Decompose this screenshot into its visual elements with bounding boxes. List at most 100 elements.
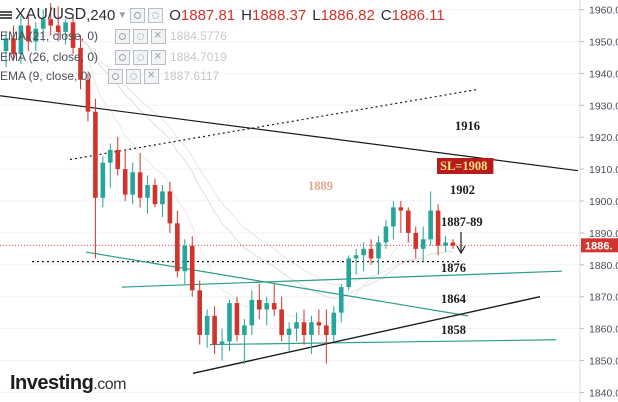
y-tick-label: 1900.00 [589,196,618,208]
candle-body [316,322,322,326]
chevron-down-icon[interactable]: ▼ [117,9,128,21]
indicator-ema-9[interactable]: EMA (9, close, 0) 1887.6117 [0,67,219,85]
candle-body [189,245,195,291]
gear-icon[interactable] [133,28,149,44]
indicator-value: 1884.7019 [170,50,227,64]
logo-suffix: .com [93,376,126,393]
level-annotation: 1876 [441,261,466,275]
symbol-label[interactable]: XAU/USD [15,6,87,23]
candle-body [301,322,307,335]
candle-body [63,22,68,32]
price-axis: 1840.00 1850.00 1860.00 1870.00 1880.00 1890.… [579,0,618,402]
y-tick-label: 1910.00 [589,164,618,176]
candle-body [391,207,396,227]
candle-body [11,38,16,55]
candle-body [257,299,262,310]
candle-body [26,25,31,42]
gear-icon[interactable] [126,68,142,84]
candle-body [331,312,337,335]
candle-body [137,172,143,198]
candle-body [428,210,433,240]
candle-body [197,290,202,335]
y-tick-label: 1860.00 [589,324,618,336]
menu-icon[interactable] [0,11,12,19]
indicator-value: 1884.5776 [170,29,227,43]
open-label: O [169,6,181,24]
y-tick-label: 1870.00 [589,292,618,304]
y-tick-label: 1950.00 [589,36,618,48]
candle-body [48,19,53,26]
candle-body [204,315,210,335]
close-icon[interactable] [144,67,160,84]
candle-body [324,325,329,335]
gear-icon[interactable] [148,7,164,23]
indicator-value: 1887.6117 [163,69,220,83]
indicator-ema-21[interactable]: EMA (21, close, 0) 1884.5776 [0,27,227,45]
interval-label[interactable]: 240 [90,6,116,24]
candle-body [70,22,76,48]
candle-body [145,185,150,198]
candle-body [160,191,165,205]
grid-lines [0,9,580,393]
y-tick-label: 1960.00 [589,5,618,17]
indicator-label: EMA (21, close, 0) [0,29,99,43]
support-1858-line [209,339,557,346]
candle-body [368,248,374,259]
candle-body [443,242,448,246]
candle-body [55,25,61,32]
y-tick-label: 1930.00 [589,100,618,112]
candle-body [413,232,419,249]
candle-body [167,191,173,224]
y-tick-label: 1890.00 [589,228,618,240]
y-tick-label: 1850.00 [589,356,618,368]
eye-icon[interactable] [130,7,146,23]
close-label: C [380,6,392,24]
candle-body [361,248,366,256]
candle-body [249,299,255,326]
candle-body [286,328,292,335]
indicator-label: EMA (9, close, 0) [0,69,92,83]
y-tick-label: 1880.00 [589,260,618,272]
candle-body [264,303,270,310]
close-icon[interactable] [151,27,167,44]
low-label: L [312,6,321,24]
close-value: 1886.11 [391,6,445,24]
eye-icon[interactable] [115,49,131,65]
high-value: 1888.37 [251,6,307,24]
gear-icon[interactable] [133,49,149,65]
support-1876-line [121,270,563,288]
candle-body [122,169,128,195]
level-annotation: SL=1908 [440,159,487,173]
candle-body [398,207,404,211]
last-price-tag [581,238,618,253]
candle-body [271,303,277,310]
y-tick-label: 1920.00 [589,132,618,144]
separator: , [86,6,91,24]
candle-body [406,210,411,233]
y-tick-label: 1840.00 [589,387,618,399]
candle-body [309,322,314,335]
investing-logo: Investing.com [10,372,126,395]
high-label: H [241,6,252,24]
candle-body [450,242,456,246]
candle-body [100,162,106,198]
level-annotation: 1887-89 [441,215,483,229]
close-icon[interactable] [151,48,167,65]
arrow-down-head-icon [456,245,466,255]
candle-body [376,242,381,259]
eye-icon[interactable] [108,68,124,84]
candle-body [93,111,98,198]
eye-icon[interactable] [115,28,131,44]
last-price-label: 1886. [585,240,613,252]
indicator-ema-26[interactable]: EMA (26, close, 0) 1884.7019 [0,48,227,66]
rising-trendline [192,296,541,374]
logo-main: Investing [10,372,94,394]
candle-body [212,315,217,345]
dotted-channel-line [69,88,479,161]
indicator-label: EMA (26, close, 0) [0,50,99,64]
candles [3,3,456,364]
candle-body [242,325,247,335]
candle-body [182,245,188,272]
candle-body [115,149,121,170]
